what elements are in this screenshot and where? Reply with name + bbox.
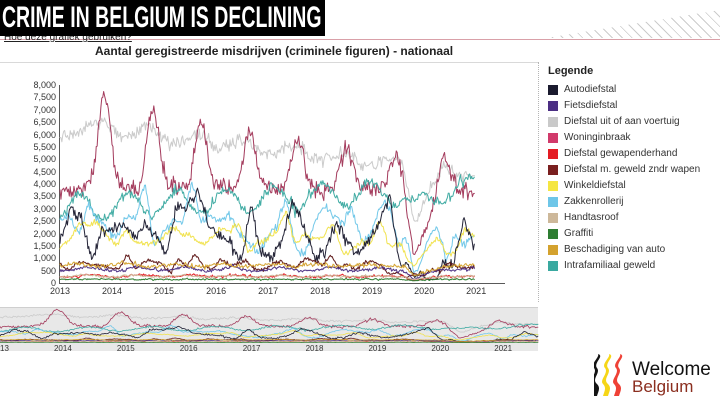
svg-text:Belgium: Belgium: [632, 377, 693, 396]
